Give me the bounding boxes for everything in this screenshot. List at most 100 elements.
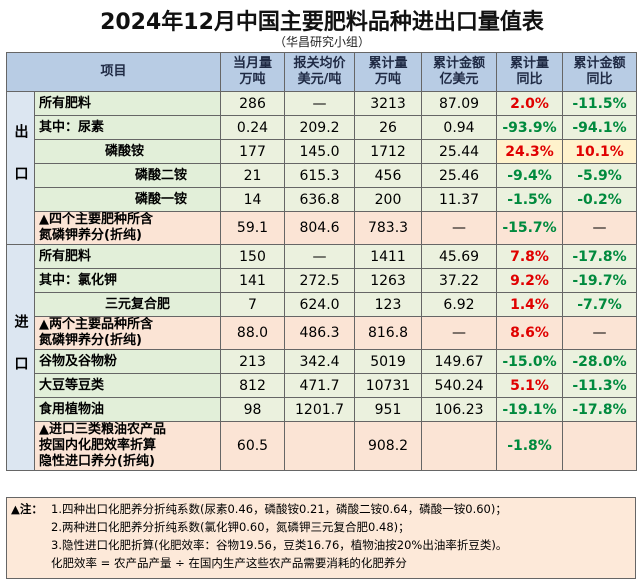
value-cell: 540.24 [421,373,498,398]
value: 272.5 [299,272,340,289]
value: 37.22 [438,272,480,289]
value: 25.46 [438,167,480,184]
row-label-line: ▲两个主要品种所含 [39,317,153,333]
data-row: 磷酸铵 177 145.0 1712 25.44 24.3% 10.1% [7,139,638,164]
value-cell: 342.4 [284,349,356,374]
header-cell: 当月量 万吨 [220,52,286,92]
header-line: 累计金额 [433,56,486,71]
value-cell: 816.8 [354,316,423,350]
value-cell: 6.92 [421,292,498,317]
row-label-line: 磷酸二铵 [135,167,188,183]
header-cell: 报关均价 美元/吨 [284,52,356,92]
value-cell: -15.7% [496,211,564,245]
value: 177 [239,143,266,160]
value-cell: 624.0 [284,292,356,317]
row-label: 食用植物油 [33,397,222,422]
note-line: 3.隐性进口化肥折算(化肥效率：谷物19.56，豆类16.76，植物油按20%出… [51,538,508,552]
value: 141 [239,272,266,289]
value-cell: 106.23 [421,397,498,422]
value: 1263 [370,272,406,289]
value-cell: -5.9% [562,163,638,188]
title: 2024年12月中国主要肥料品种进出口量值表 [100,10,544,35]
data-row: 三元复合肥 7 624.0 123 6.92 1.4% -7.7% [7,292,638,317]
row-label: ▲两个主要品种所含 氮磷钾养分(折纯) [33,316,222,350]
value: 98 [243,401,262,418]
row-label: ▲进口三类粮油农产品 按国内化肥效率折算 隐性进口养分(折纯) [33,421,222,471]
row-label: 磷酸二铵 [33,163,222,188]
value: 213 [239,353,266,370]
value: 540.24 [434,377,484,394]
header-line: 报关均价 [293,56,346,71]
value-cell: 200 [354,187,423,212]
value-cell: 0.94 [421,115,498,140]
value: 88.0 [236,325,269,341]
row-label-line: 隐性进口养分(折纯) [39,454,155,469]
row-label-line: 所有肥料 [39,248,92,264]
value-cell: 26 [354,115,423,140]
value: 456 [374,167,402,184]
value: -17.8% [572,248,627,265]
value-cell: -1.5% [496,187,564,212]
value-cell: 141 [220,268,286,293]
row-label-line: 食用植物油 [39,401,105,417]
value-cell: -17.8% [562,397,638,422]
value-cell: 2.0% [496,91,564,116]
value: 145.0 [299,143,340,160]
value: 24.3% [505,143,554,160]
section-label: 进口 [12,313,29,398]
value: -7.7% [577,296,622,313]
value-cell: 177 [220,139,286,164]
value-cell: -11.3% [562,373,638,398]
header-line: 美元/吨 [297,72,342,87]
value-cell: 1.4% [496,292,564,317]
value: 9.2% [510,272,549,289]
section-label-cell: 出口 [6,91,35,245]
header-line: 累计量 [510,56,550,71]
header-line: 同比 [516,72,543,87]
value: 783.3 [367,220,409,236]
value: 5.1% [510,377,549,394]
value-cell: — [421,211,498,245]
value: 1.4% [510,296,549,313]
section-label-cell: 进口 [6,244,35,471]
row-label: 谷物及谷物粉 [33,349,222,374]
value-cell: 21 [220,163,286,188]
row-label: 其中：尿素 [33,115,222,140]
value: — [592,220,607,236]
value-cell: 9.2% [496,268,564,293]
data-row: 大豆等豆类 812 471.7 10731 540.24 5.1% -11.3% [7,373,638,398]
value-cell: 10731 [354,373,423,398]
value: 615.3 [299,167,340,184]
value: 2.0% [510,95,549,112]
value: — [592,325,607,341]
value: 26 [379,119,397,136]
value-cell: — [562,316,638,350]
header-cell: 累计金额 同比 [562,52,638,92]
data-row: 谷物及谷物粉 213 342.4 5019 149.67 -15.0% -28.0% [7,349,638,374]
value-cell: 272.5 [284,268,356,293]
section-label: 出口 [12,124,29,208]
row-label: 磷酸铵 [33,139,222,164]
value: 14 [243,191,262,208]
value-cell: 1201.7 [284,397,356,422]
value-cell: -1.8% [496,421,564,471]
value-cell: 59.1 [220,211,286,245]
value-cell: 908.2 [354,421,423,471]
header-line: 累计金额 [573,56,626,71]
value: -17.8% [572,401,627,418]
value: — [312,248,327,265]
value-cell: — [284,244,356,269]
value: 200 [374,191,402,208]
value-cell: — [421,316,498,350]
value-cell: 804.6 [284,211,356,245]
value: 8.6% [510,325,549,341]
row-label-line: 其中：尿素 [39,119,105,135]
value: 812 [239,377,266,394]
value: 471.7 [299,377,340,394]
value: 60.5 [236,438,269,454]
value: -93.9% [502,119,557,136]
header-cell: 项目 [5,52,222,92]
header-cell: 累计量 万吨 [354,52,423,92]
data-row: 出口 所有肥料 286 — 3213 87.09 2.0% -11.5% [6,91,638,245]
